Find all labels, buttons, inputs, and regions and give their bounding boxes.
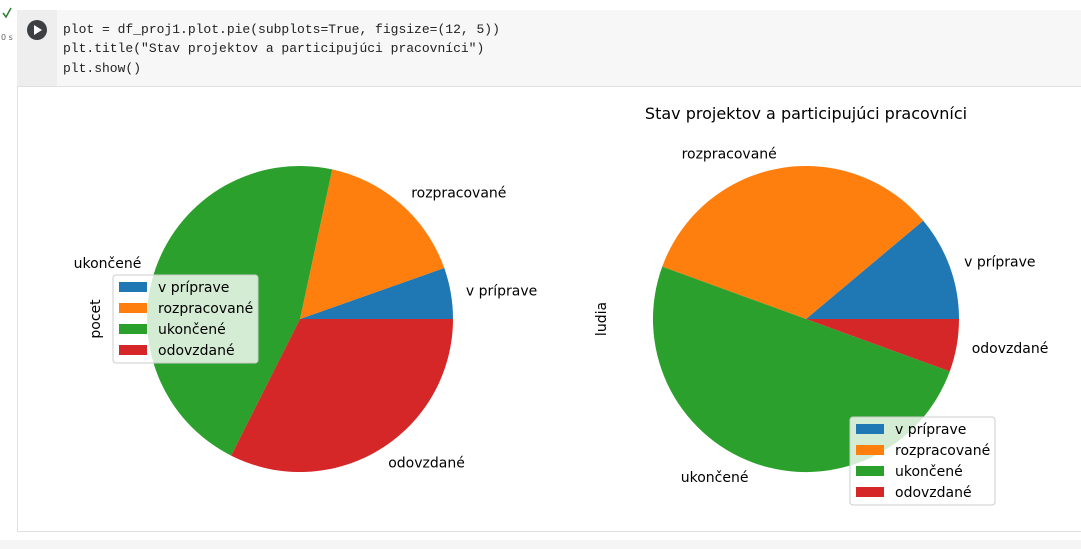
y-axis-label: pocet xyxy=(88,299,104,339)
code-cell xyxy=(17,10,1081,86)
legend-label: odovzdané xyxy=(895,485,972,501)
legend-swatch xyxy=(856,424,884,434)
run-icon xyxy=(34,25,42,35)
legend-box xyxy=(849,416,996,506)
legend-swatch xyxy=(119,345,147,355)
legend-label: v príprave xyxy=(895,422,966,438)
code-line: plot = df_proj1.plot.pie(subplots=True, … xyxy=(63,22,500,37)
pie-slice xyxy=(300,169,445,319)
legend-label: odovzdané xyxy=(158,343,235,359)
chart-title: Stav projektov a participujúci pracovníc… xyxy=(645,104,967,123)
slice-label: odovzdané xyxy=(972,341,1049,357)
slice-label: odovzdané xyxy=(388,455,465,471)
slice-label: ukončené xyxy=(74,256,142,272)
legend-label: rozpracované xyxy=(895,443,990,459)
legend-label: rozpracované xyxy=(158,301,253,317)
slice-label: rozpracované xyxy=(682,146,777,162)
legend-label: ukončené xyxy=(895,464,963,480)
next-cell xyxy=(0,540,1081,549)
slice-label: ukončené xyxy=(681,470,749,486)
legend-swatch xyxy=(856,466,884,476)
code-line: plt.title("Stav projektov a participujúc… xyxy=(63,41,484,56)
code-line: plt.show() xyxy=(63,61,141,76)
legend-label: v príprave xyxy=(158,280,229,296)
pie-slice xyxy=(806,220,959,319)
slice-label: v príprave xyxy=(466,284,537,300)
legend-swatch xyxy=(119,282,147,292)
pie-slice xyxy=(662,166,924,319)
legend-swatch xyxy=(856,445,884,455)
legend-swatch xyxy=(119,324,147,334)
run-time: 0 s xyxy=(1,33,13,42)
slice-label: v príprave xyxy=(964,254,1035,270)
slice-label: rozpracované xyxy=(411,186,506,202)
legend-swatch xyxy=(119,303,147,313)
pie-slice xyxy=(806,319,959,372)
pie-slice xyxy=(300,268,454,319)
check-icon xyxy=(2,7,12,19)
legend-box xyxy=(112,274,259,364)
pie-slice xyxy=(231,319,453,472)
legend-swatch xyxy=(856,487,884,497)
y-axis-label: ludia xyxy=(594,302,610,336)
legend-label: ukončené xyxy=(158,322,226,338)
